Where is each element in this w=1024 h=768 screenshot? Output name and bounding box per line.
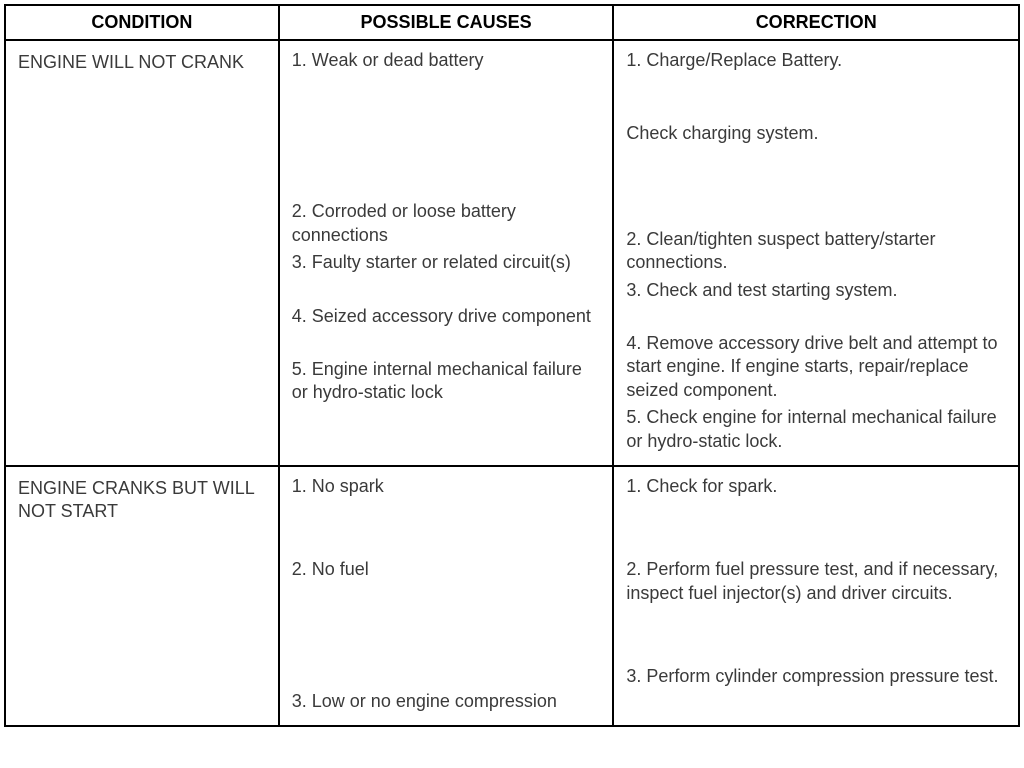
correction-item: 2. Clean/tighten suspect battery/starter…	[626, 228, 1006, 275]
header-correction: CORRECTION	[613, 5, 1019, 40]
causes-cell: 1. No spark 2. No fuel 3. Low or no engi…	[279, 466, 614, 726]
cause-item: 2. Corroded or loose battery connections	[292, 200, 601, 247]
spacer	[626, 548, 1006, 558]
correction-item: Check charging system.	[626, 122, 1006, 145]
header-causes: POSSIBLE CAUSES	[279, 5, 614, 40]
correction-cell: 1. Charge/Replace Battery. Check chargin…	[613, 40, 1019, 466]
correction-item: 3. Check and test starting system.	[626, 279, 1006, 302]
spacer	[626, 609, 1006, 655]
cause-item: 2. No fuel	[292, 558, 601, 581]
spacer	[292, 502, 601, 548]
spacer	[292, 76, 601, 154]
cause-item: 3. Low or no engine compression	[292, 690, 601, 713]
table-row: ENGINE WILL NOT CRANK 1. Weak or dead ba…	[5, 40, 1019, 466]
spacer	[292, 586, 601, 664]
condition-cell: ENGINE WILL NOT CRANK	[5, 40, 279, 466]
spacer	[292, 332, 601, 358]
spacer	[626, 502, 1006, 548]
table-header-row: CONDITION POSSIBLE CAUSES CORRECTION	[5, 5, 1019, 40]
condition-text: ENGINE CRANKS BUT WILL NOT START	[18, 477, 266, 524]
spacer	[292, 664, 601, 690]
cause-item: 4. Seized accessory drive component	[292, 305, 601, 328]
correction-item: 1. Check for spark.	[626, 475, 1006, 498]
header-condition: CONDITION	[5, 5, 279, 40]
spacer	[626, 76, 1006, 122]
cause-item: 1. No spark	[292, 475, 601, 498]
correction-item: 2. Perform fuel pressure test, and if ne…	[626, 558, 1006, 605]
correction-item: 1. Charge/Replace Battery.	[626, 49, 1006, 72]
spacer	[292, 154, 601, 200]
condition-cell: ENGINE CRANKS BUT WILL NOT START	[5, 466, 279, 726]
table-row: ENGINE CRANKS BUT WILL NOT START 1. No s…	[5, 466, 1019, 726]
correction-item: 4. Remove accessory drive belt and attem…	[626, 332, 1006, 402]
correction-item: 3. Perform cylinder compression pressure…	[626, 665, 1006, 688]
cause-item: 3. Faulty starter or related circuit(s)	[292, 251, 601, 274]
spacer	[292, 548, 601, 558]
spacer	[626, 306, 1006, 332]
cause-item: 5. Engine internal mechanical failure or…	[292, 358, 601, 405]
correction-cell: 1. Check for spark. 2. Perform fuel pres…	[613, 466, 1019, 726]
causes-cell: 1. Weak or dead battery 2. Corroded or l…	[279, 40, 614, 466]
cause-item: 1. Weak or dead battery	[292, 49, 601, 72]
spacer	[626, 692, 1006, 702]
condition-text: ENGINE WILL NOT CRANK	[18, 51, 266, 74]
spacer	[626, 150, 1006, 228]
correction-item: 5. Check engine for internal mechanical …	[626, 406, 1006, 453]
spacer	[292, 279, 601, 305]
spacer	[626, 655, 1006, 665]
diagnostic-table: CONDITION POSSIBLE CAUSES CORRECTION ENG…	[4, 4, 1020, 727]
